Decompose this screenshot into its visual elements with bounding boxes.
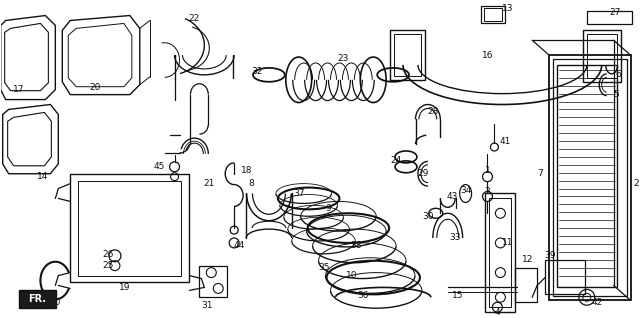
Bar: [553, 59, 627, 296]
Text: 41: 41: [500, 137, 511, 146]
Bar: [70, 174, 189, 282]
Bar: [486, 193, 515, 312]
Text: 4: 4: [495, 308, 500, 317]
Text: 37: 37: [293, 189, 305, 198]
Text: 9: 9: [326, 204, 332, 213]
Text: 8: 8: [248, 179, 254, 188]
Text: 34: 34: [460, 186, 471, 195]
Text: 13: 13: [502, 4, 513, 13]
Bar: [200, 266, 227, 297]
Text: 31: 31: [202, 301, 213, 310]
Bar: [481, 6, 506, 24]
Bar: [394, 34, 421, 76]
Text: 32: 32: [252, 67, 262, 76]
Text: 16: 16: [482, 51, 493, 59]
Text: 7: 7: [537, 169, 543, 178]
Text: 44: 44: [234, 241, 244, 250]
Text: 42: 42: [591, 298, 602, 307]
Text: 14: 14: [36, 172, 48, 181]
Text: 10: 10: [346, 271, 357, 280]
Text: 21: 21: [204, 179, 215, 188]
Text: 5: 5: [614, 90, 620, 99]
Text: FR.: FR.: [28, 294, 47, 304]
Text: 33: 33: [449, 233, 460, 243]
Text: 23: 23: [338, 53, 349, 63]
Bar: [583, 30, 621, 82]
Text: 12: 12: [522, 255, 533, 264]
Bar: [515, 268, 537, 302]
Text: 43: 43: [447, 192, 458, 201]
Text: 28: 28: [427, 107, 438, 116]
Text: 22: 22: [189, 14, 200, 23]
Bar: [545, 260, 585, 294]
Bar: [390, 30, 425, 80]
Text: 26: 26: [102, 250, 114, 259]
Text: 6: 6: [616, 70, 621, 80]
Text: 27: 27: [609, 8, 620, 17]
Bar: [490, 198, 511, 307]
Bar: [483, 8, 502, 21]
Text: 36: 36: [358, 291, 369, 300]
Text: 35: 35: [318, 263, 330, 272]
Text: 11: 11: [502, 238, 513, 247]
Text: 45: 45: [154, 162, 165, 171]
Text: 25: 25: [102, 261, 114, 270]
Text: 2: 2: [634, 179, 639, 188]
Text: 38: 38: [351, 241, 362, 250]
Text: 29: 29: [417, 169, 429, 178]
Text: 24: 24: [390, 156, 402, 165]
Text: 3: 3: [484, 187, 490, 196]
Text: 17: 17: [13, 85, 24, 94]
Bar: [78, 181, 182, 276]
Text: 39: 39: [544, 251, 556, 260]
Text: 1: 1: [484, 166, 490, 175]
Text: 19: 19: [119, 283, 131, 292]
Bar: [587, 34, 616, 78]
Bar: [557, 65, 616, 287]
Text: 30: 30: [422, 212, 434, 221]
Text: 18: 18: [241, 166, 253, 175]
Bar: [587, 10, 632, 24]
FancyBboxPatch shape: [19, 290, 56, 308]
Text: 20: 20: [90, 83, 100, 92]
Text: 15: 15: [452, 291, 463, 300]
Text: 40: 40: [50, 298, 61, 307]
Bar: [549, 55, 630, 300]
